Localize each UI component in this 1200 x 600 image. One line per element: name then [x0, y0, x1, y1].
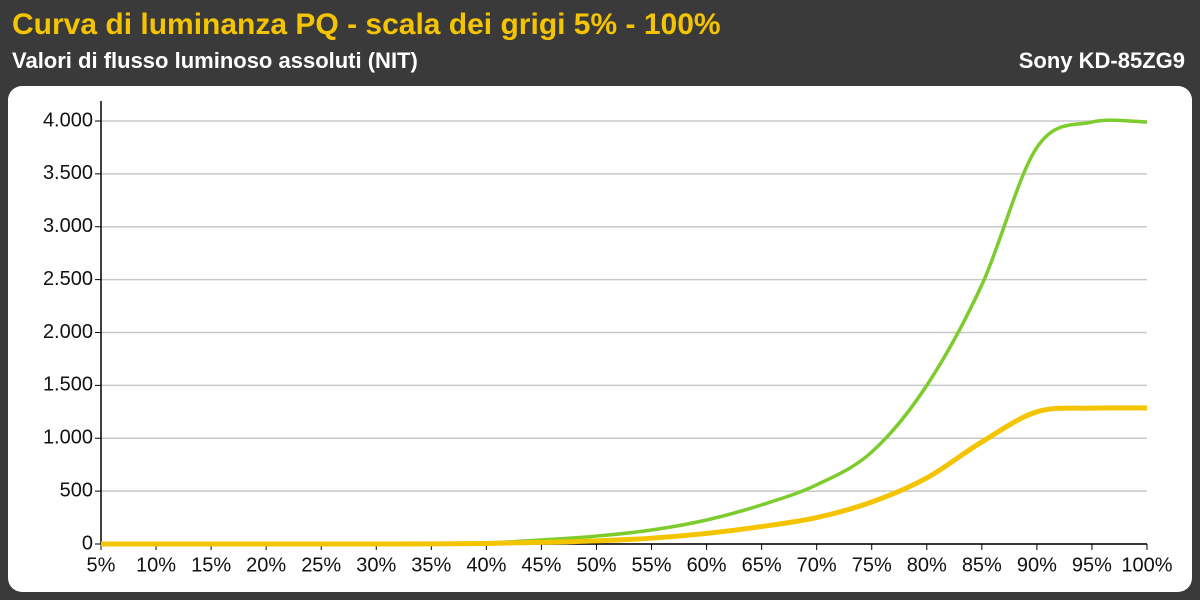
x-tick-label: 100% — [1121, 554, 1172, 576]
x-tick-label: 25% — [301, 554, 341, 576]
x-tick-label: 85% — [962, 554, 1002, 576]
x-tick-label: 80% — [907, 554, 947, 576]
x-tick-label: 15% — [191, 554, 231, 576]
chart-subtitle: Valori di flusso luminoso assoluti (NIT) — [12, 48, 418, 73]
x-tick-label: 40% — [466, 554, 506, 576]
x-tick-label: 5% — [87, 554, 116, 576]
y-tick-label: 4.000 — [43, 109, 93, 131]
y-tick-label: 3.500 — [43, 162, 93, 184]
y-tick-label: 500 — [60, 479, 93, 501]
x-tick-label: 75% — [852, 554, 892, 576]
x-tick-label: 20% — [246, 554, 286, 576]
x-tick-label: 65% — [742, 554, 782, 576]
y-tick-label: 0 — [82, 532, 93, 554]
y-tick-label: 1.500 — [43, 374, 93, 396]
x-tick-label: 50% — [576, 554, 616, 576]
plot-panel — [8, 86, 1192, 592]
x-tick-label: 45% — [521, 554, 561, 576]
x-tick-label: 55% — [632, 554, 672, 576]
y-tick-label: 1.000 — [43, 427, 93, 449]
x-tick-label: 90% — [1017, 554, 1057, 576]
y-tick-label: 2.500 — [43, 268, 93, 290]
x-tick-label: 30% — [356, 554, 396, 576]
y-tick-label: 3.000 — [43, 215, 93, 237]
chart-title: Curva di luminanza PQ - scala dei grigi … — [12, 8, 721, 41]
x-tick-label: 60% — [687, 554, 727, 576]
x-tick-label: 35% — [411, 554, 451, 576]
model-label: Sony KD-85ZG9 — [1019, 48, 1185, 73]
x-tick-label: 70% — [797, 554, 837, 576]
y-tick-label: 2.000 — [43, 321, 93, 343]
series-line — [101, 405, 1148, 547]
x-tick-label: 10% — [136, 554, 176, 576]
x-tick-label: 95% — [1072, 554, 1112, 576]
